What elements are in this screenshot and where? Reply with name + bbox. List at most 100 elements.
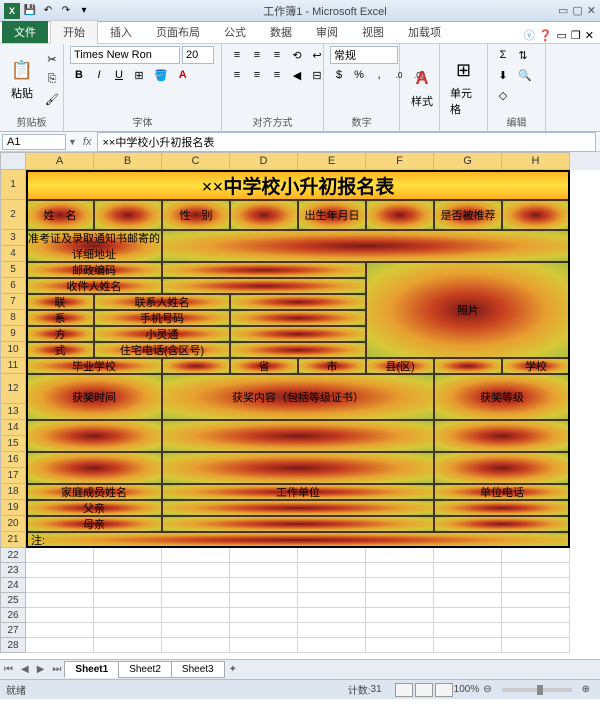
undo-icon[interactable]: ↶ — [40, 3, 56, 19]
new-sheet-button[interactable]: ✦ — [225, 664, 241, 675]
tab-addins[interactable]: 加载项 — [396, 21, 453, 43]
row-header-3[interactable]: 3 — [0, 230, 26, 246]
cell[interactable] — [434, 358, 502, 374]
fill-color-button[interactable]: 🪣 — [150, 66, 172, 84]
tab-formulas[interactable]: 公式 — [212, 21, 258, 43]
copy-button[interactable]: ⎘ — [41, 71, 63, 89]
name-box-dropdown-icon[interactable]: ▼ — [68, 137, 77, 147]
indent-dec-button[interactable]: ◀ — [288, 66, 306, 84]
redo-icon[interactable]: ↷ — [58, 3, 74, 19]
align-right-button[interactable]: ≡ — [268, 66, 286, 84]
font-color-button[interactable]: A — [174, 66, 192, 84]
cell[interactable]: 邮政编码 — [26, 262, 162, 278]
find-button[interactable]: 🔍 — [514, 66, 536, 84]
tab-nav-first[interactable]: ⏮ — [0, 664, 17, 675]
cell[interactable]: 获奖等级 — [434, 374, 570, 420]
win-restore-icon[interactable]: ❐ — [571, 29, 581, 42]
tab-home[interactable]: 开始 — [50, 20, 98, 44]
tab-file[interactable]: 文件 — [2, 21, 48, 43]
cell[interactable]: 小灵通 — [94, 326, 230, 342]
bold-button[interactable]: B — [70, 66, 88, 84]
align-left-button[interactable]: ≡ — [228, 66, 246, 84]
cell[interactable] — [434, 516, 570, 532]
cell[interactable]: 家庭成员姓名 — [26, 484, 162, 500]
tab-view[interactable]: 视图 — [350, 21, 396, 43]
cell[interactable]: 学校 — [502, 358, 570, 374]
cell[interactable] — [434, 420, 570, 452]
tab-layout[interactable]: 页面布局 — [144, 21, 212, 43]
row-header-22[interactable]: 22 — [0, 548, 26, 563]
cell[interactable]: 收件人姓名 — [26, 278, 162, 294]
row-header-20[interactable]: 20 — [0, 516, 26, 532]
cell[interactable]: 获奖时间 — [26, 374, 162, 420]
row-header-10[interactable]: 10 — [0, 342, 26, 358]
cells-button[interactable]: ⊞单元格 — [446, 57, 481, 119]
row-header-11[interactable]: 11 — [0, 358, 26, 374]
maximize-icon[interactable]: ▢ — [572, 4, 582, 17]
cell[interactable]: 姓 名 — [26, 200, 94, 230]
percent-button[interactable]: % — [350, 66, 368, 84]
save-icon[interactable]: 💾 — [22, 3, 38, 19]
orientation-button[interactable]: ⟲ — [288, 46, 306, 64]
cell[interactable] — [230, 200, 298, 230]
row-header-2[interactable]: 2 — [0, 200, 26, 230]
row-header-25[interactable]: 25 — [0, 593, 26, 608]
cell[interactable] — [26, 452, 162, 484]
sheet-tab-2[interactable]: Sheet2 — [118, 661, 172, 678]
align-bottom-button[interactable]: ≡ — [268, 46, 286, 64]
cell[interactable] — [434, 500, 570, 516]
cell[interactable] — [26, 420, 162, 452]
view-normal-button[interactable] — [395, 683, 413, 697]
row-header-18[interactable]: 18 — [0, 484, 26, 500]
cell[interactable] — [366, 200, 434, 230]
cell[interactable]: 母亲 — [26, 516, 162, 532]
cell[interactable] — [230, 310, 366, 326]
cell[interactable]: 毕业学校 — [26, 358, 162, 374]
minimize-ribbon-icon[interactable]: ⓥ — [524, 27, 535, 43]
fill-button[interactable]: ⬇ — [494, 66, 512, 84]
underline-button[interactable]: U — [110, 66, 128, 84]
italic-button[interactable]: I — [90, 66, 108, 84]
font-name-select[interactable]: Times New Ron — [70, 46, 180, 64]
cell[interactable]: 县(区) — [366, 358, 434, 374]
row-header-5[interactable]: 5 — [0, 262, 26, 278]
cell[interactable] — [162, 358, 230, 374]
close-icon[interactable]: ✕ — [587, 4, 596, 17]
zoom-slider[interactable] — [502, 688, 572, 692]
cell[interactable]: ××中学校小升初报名表 — [26, 170, 570, 200]
zoom-out-button[interactable]: ⊖ — [479, 684, 495, 695]
cell[interactable] — [162, 500, 434, 516]
win-close-icon[interactable]: ✕ — [585, 29, 594, 42]
align-middle-button[interactable]: ≡ — [248, 46, 266, 64]
row-header-7[interactable]: 7 — [0, 294, 26, 310]
qat-more-icon[interactable]: ▾ — [76, 3, 92, 19]
cell[interactable]: 是否被推荐 — [434, 200, 502, 230]
row-header-23[interactable]: 23 — [0, 563, 26, 578]
row-header-27[interactable]: 27 — [0, 623, 26, 638]
cell[interactable]: 市 — [298, 358, 366, 374]
row-header-21[interactable]: 21 — [0, 532, 26, 548]
row-header-15[interactable]: 15 — [0, 436, 26, 452]
name-box[interactable] — [2, 134, 66, 150]
cell[interactable]: 照片 — [366, 262, 570, 358]
row-header-1[interactable]: 1 — [0, 170, 26, 200]
view-layout-button[interactable] — [415, 683, 433, 697]
cell[interactable] — [94, 200, 162, 230]
styles-button[interactable]: A样式 — [406, 65, 438, 111]
tab-nav-prev[interactable]: ◀ — [17, 664, 33, 675]
sheet-tab-3[interactable]: Sheet3 — [171, 661, 225, 678]
font-size-select[interactable]: 20 — [182, 46, 214, 64]
cell[interactable] — [162, 278, 366, 294]
cell[interactable]: 式 — [26, 342, 94, 358]
cell[interactable]: 工作单位 — [162, 484, 434, 500]
col-header-B[interactable]: B — [94, 152, 162, 170]
tab-data[interactable]: 数据 — [258, 21, 304, 43]
sheet-tab-1[interactable]: Sheet1 — [64, 661, 119, 678]
tab-insert[interactable]: 插入 — [98, 21, 144, 43]
tab-review[interactable]: 审阅 — [304, 21, 350, 43]
row-header-24[interactable]: 24 — [0, 578, 26, 593]
row-header-19[interactable]: 19 — [0, 500, 26, 516]
row-header-28[interactable]: 28 — [0, 638, 26, 653]
cell[interactable]: 获奖内容（包括等级证书） — [162, 374, 434, 420]
zoom-level[interactable]: 100% — [454, 684, 480, 695]
